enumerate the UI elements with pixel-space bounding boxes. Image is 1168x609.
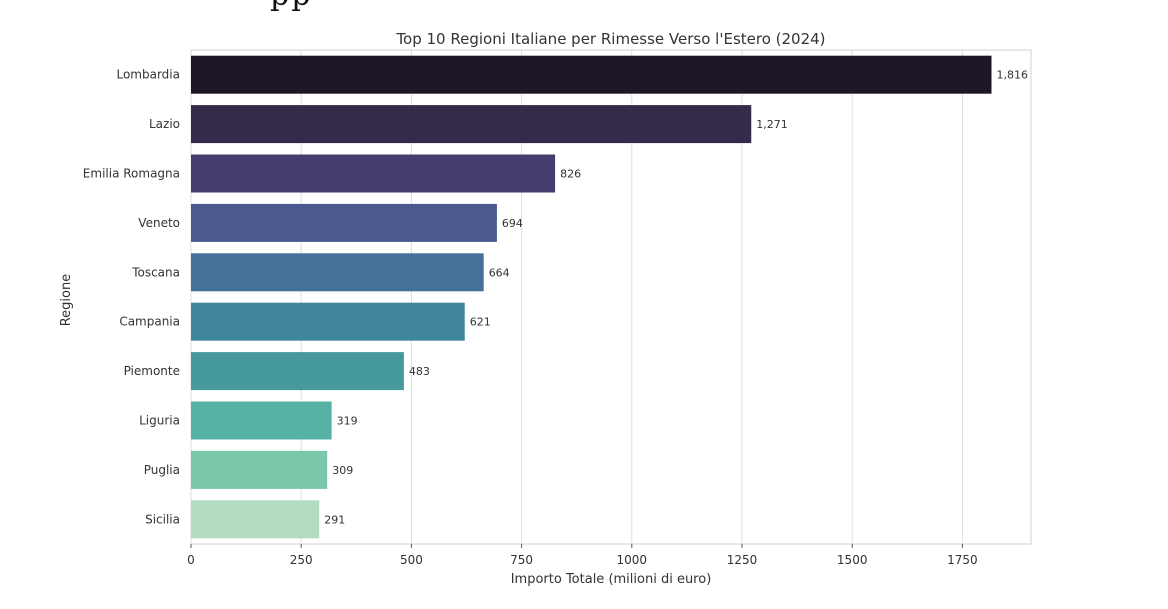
x-tick-label: 1500	[837, 553, 868, 567]
y-tick-labels: Lombardia Lazio Emilia Romagna Veneto Toscan…	[83, 68, 180, 527]
bar	[191, 203, 497, 242]
x-tick-label: 250	[290, 553, 313, 567]
x-tick-label: 1750	[947, 553, 978, 567]
bar	[191, 105, 752, 144]
value-label: 309	[332, 464, 353, 477]
value-label: 319	[337, 415, 358, 428]
bar	[191, 500, 320, 539]
value-label: 291	[324, 513, 345, 526]
y-tick-label: Toscana	[131, 265, 180, 279]
y-tick-label: Sicilia	[145, 512, 180, 526]
y-tick-label: Liguria	[139, 414, 180, 428]
value-label: 664	[489, 266, 510, 279]
x-axis-title: Importo Totale (milioni di euro)	[511, 572, 712, 587]
bar	[191, 55, 992, 94]
y-tick-label: Veneto	[138, 216, 180, 230]
value-label: 694	[502, 217, 523, 230]
y-tick-label: Lombardia	[116, 68, 180, 82]
bar	[191, 154, 556, 193]
y-tick-label: Piemonte	[124, 364, 180, 378]
y-tick-label: Emilia Romagna	[83, 167, 180, 181]
bar	[191, 253, 484, 292]
y-tick-label: Puglia	[144, 463, 180, 477]
x-tick-label: 750	[510, 553, 533, 567]
value-label: 1,816	[996, 69, 1028, 82]
value-label: 483	[409, 365, 430, 378]
bars	[191, 55, 992, 539]
cropped-text-fragment: pp	[270, 0, 312, 13]
value-labels: 1,816 1,271 826 694 664 621 483 319 309 291	[324, 69, 1028, 527]
x-tick-labels: 0 250 500 750 1000 1250 1500 1750	[187, 553, 977, 567]
x-tick-label: 0	[187, 553, 195, 567]
bar	[191, 352, 404, 391]
value-label: 826	[560, 168, 581, 181]
x-tick-label: 1000	[617, 553, 648, 567]
y-tick-label: Lazio	[149, 117, 180, 131]
bar	[191, 302, 465, 341]
y-axis-title: Regione	[59, 274, 74, 327]
x-tick-label: 500	[400, 553, 423, 567]
value-label: 621	[470, 316, 491, 329]
bar	[191, 401, 332, 440]
y-tick-label: Campania	[119, 315, 180, 329]
bar	[191, 450, 328, 489]
value-label: 1,271	[756, 118, 788, 131]
chart-title: Top 10 Regioni Italiane per Rimesse Vers…	[395, 30, 825, 48]
x-tick-label: 1250	[727, 553, 758, 567]
